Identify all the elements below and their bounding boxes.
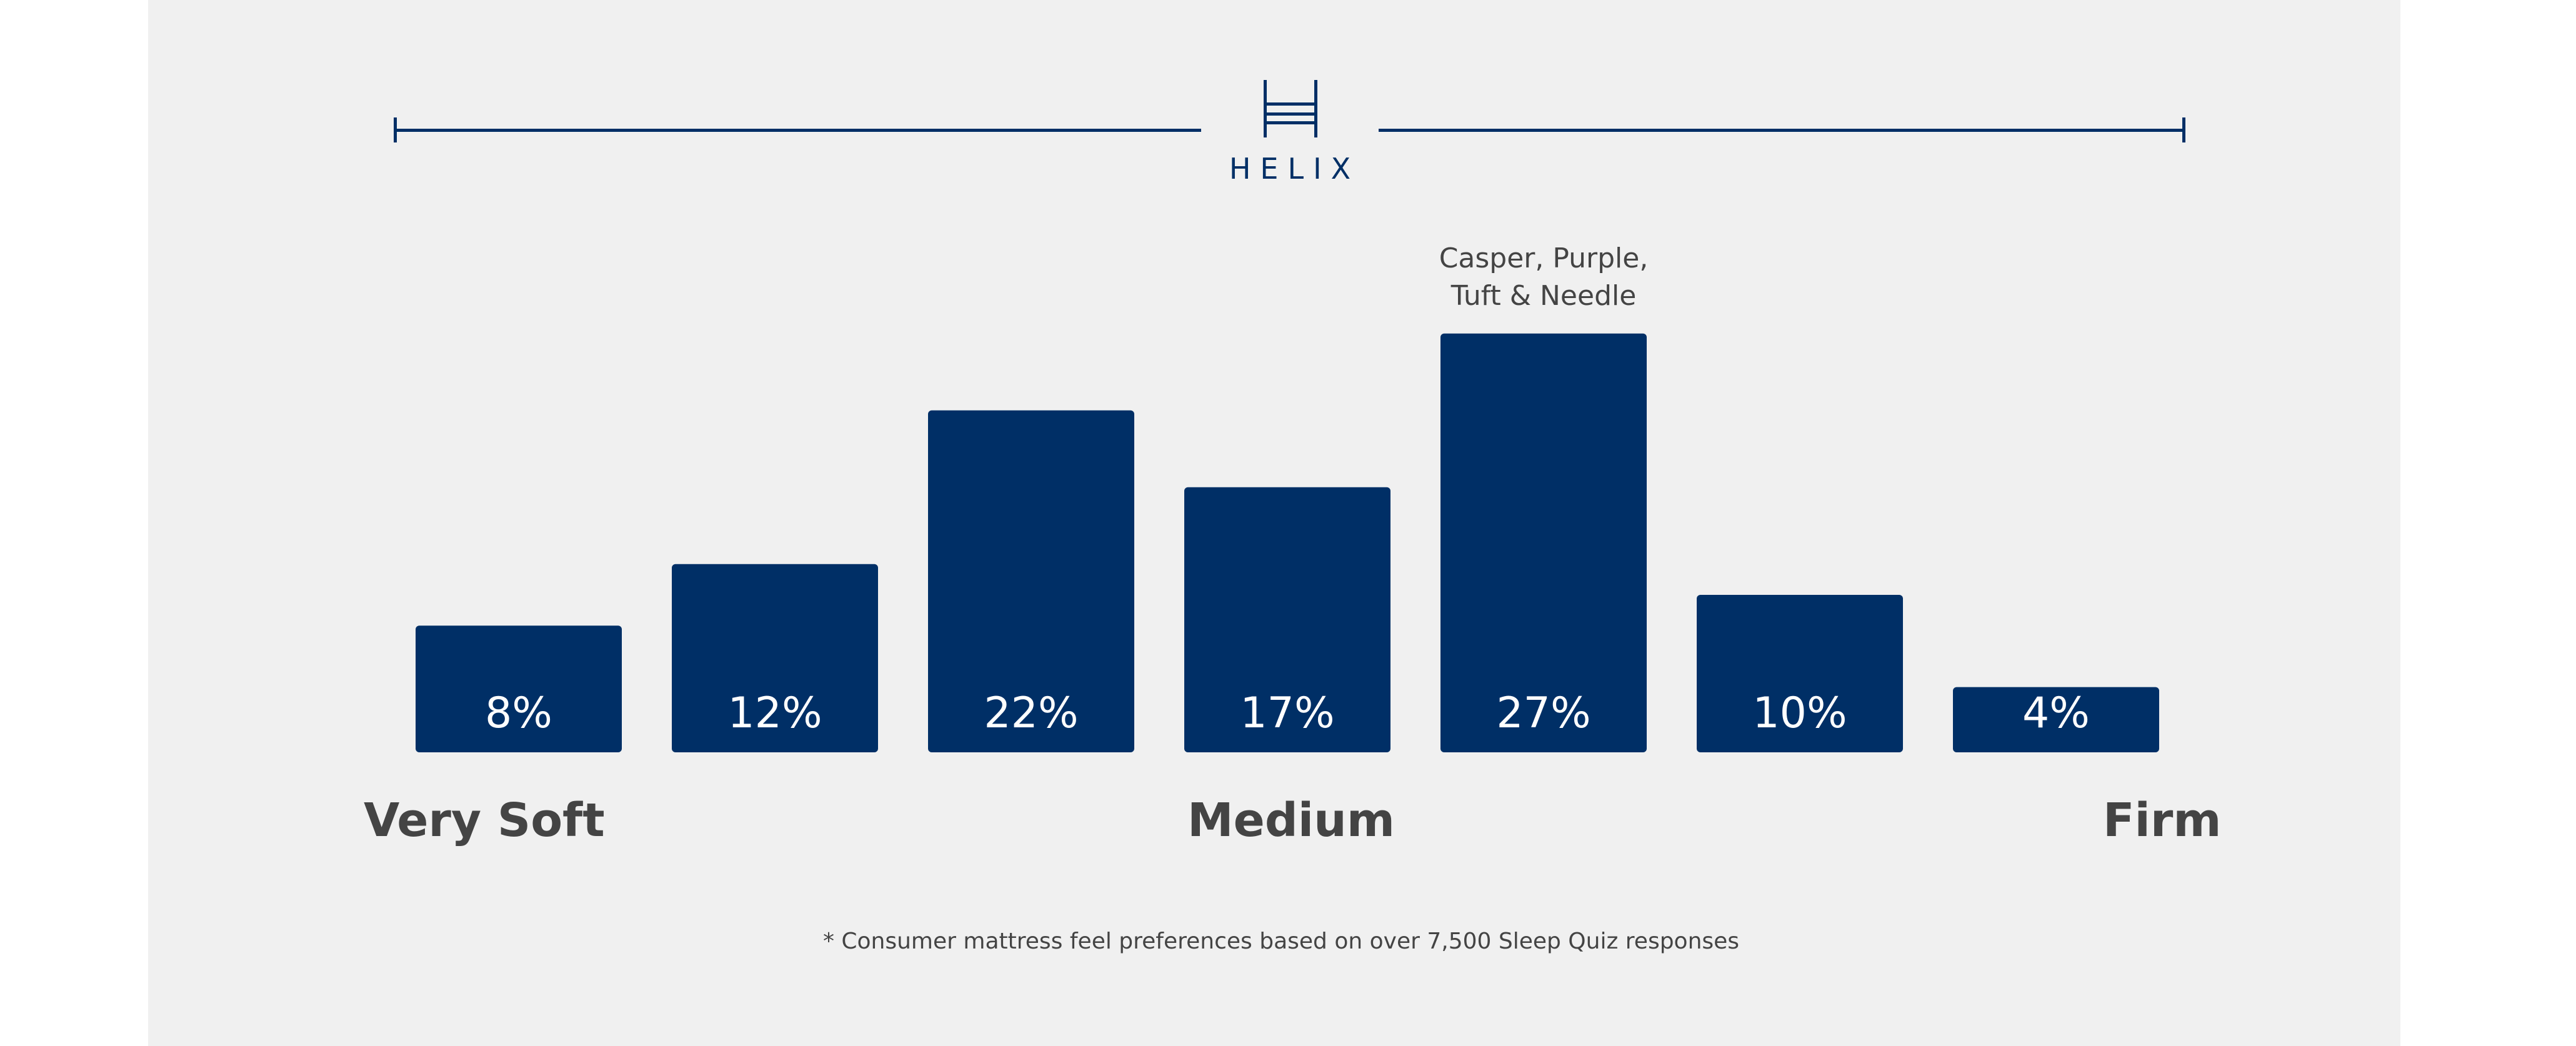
scale-label-medium: Medium	[1187, 794, 1395, 847]
bar-base-7	[1953, 742, 2159, 749]
bar-value-label-4: 17%	[1240, 689, 1334, 738]
bar-value-label-6: 10%	[1752, 689, 1847, 738]
bar-base-5	[1440, 742, 1647, 749]
bar-6	[1697, 595, 1903, 752]
bar-annotation: Casper, Purple, Tuft & Needle	[1325, 240, 1762, 315]
bar-value-label-1: 8%	[485, 689, 552, 738]
bar-5	[1440, 333, 1647, 752]
bar-4	[1184, 487, 1390, 752]
bed-frame-icon	[1264, 80, 1317, 137]
bar-value-label-7: 4%	[2022, 689, 2090, 738]
bar-3	[928, 410, 1134, 752]
footnote: * Consumer mattress feel preferences bas…	[822, 929, 1740, 954]
scale-right-cap	[2182, 117, 2185, 142]
bar-base-1	[416, 742, 622, 749]
bar-base-6	[1697, 742, 1903, 749]
bar-base-3	[928, 742, 1134, 749]
bar-base-2	[672, 742, 878, 749]
bar-value-label-3: 22%	[984, 689, 1078, 738]
bar-1	[416, 625, 622, 752]
bar-base-4	[1184, 742, 1390, 749]
scale-label-firm: Firm	[2103, 794, 2222, 847]
bar-value-label-2: 12%	[727, 689, 822, 738]
bar-value-label-5: 27%	[1496, 689, 1590, 738]
bar-2	[672, 564, 878, 752]
scale-line-left	[395, 129, 1201, 132]
bar-7	[1953, 687, 2159, 752]
scale-line-right	[1379, 129, 2185, 132]
annotation-line-1: Casper, Purple,	[1439, 242, 1649, 274]
brand-logo-text: HELIX	[1229, 152, 1360, 186]
scale-label-very-soft: Very Soft	[364, 794, 605, 847]
annotation-line-2: Tuft & Needle	[1450, 280, 1637, 312]
